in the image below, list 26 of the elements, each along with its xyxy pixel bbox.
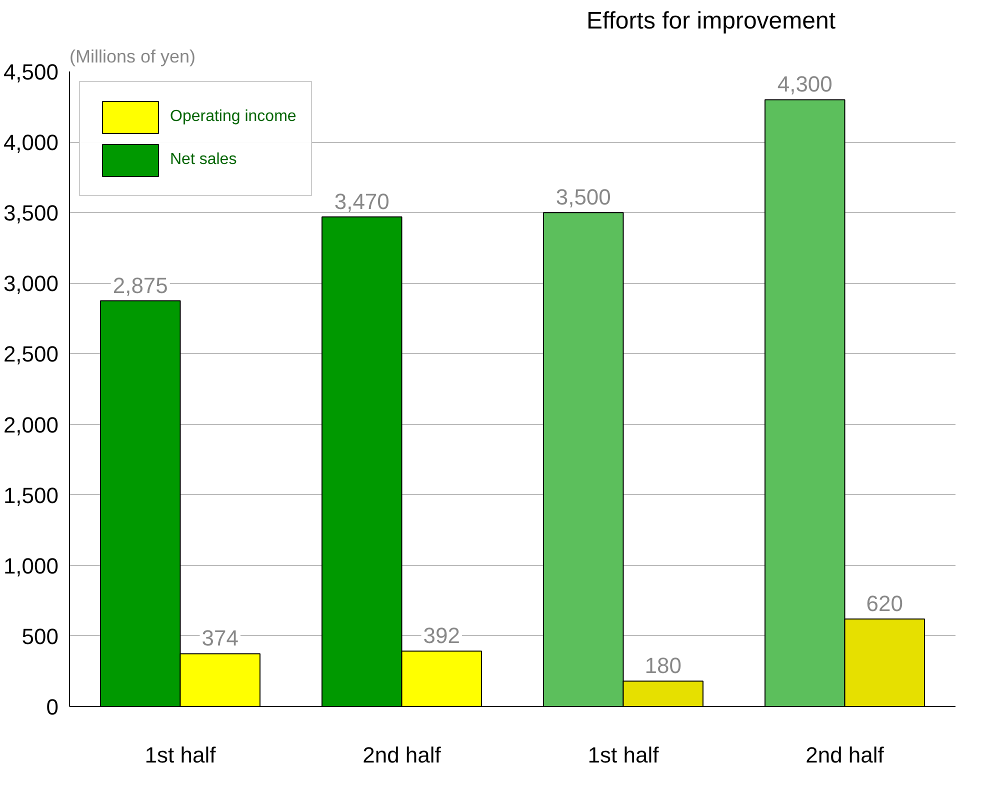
y-tick-label: 2,500: [3, 342, 59, 367]
y-tick-label: 500: [22, 624, 59, 649]
data-label: 374: [202, 626, 238, 651]
x-tick-label: 1st half: [144, 742, 217, 768]
legend-label: Net sales: [170, 151, 237, 169]
y-tick-label: 4,000: [3, 130, 59, 156]
data-label: 620: [866, 591, 903, 616]
x-tick-label: 2nd half: [806, 742, 885, 768]
y-tick-label: 2,000: [3, 412, 59, 438]
y-tick-label: 3,000: [3, 271, 59, 296]
y-tick-label: 1,000: [3, 553, 59, 578]
y-tick-label: 1,500: [3, 482, 59, 508]
y-tick-label: 4,500: [3, 60, 59, 84]
data-label: 180: [644, 653, 682, 678]
legend-label: Operating income: [170, 108, 296, 126]
y-tick-label: 3,500: [3, 200, 59, 226]
data-label: 3,470: [334, 188, 390, 214]
x-tick-label: 2nd half: [362, 742, 442, 768]
data-label: 2,875: [112, 272, 168, 298]
x-tick-label: 1st half: [588, 742, 660, 768]
data-label: 3,500: [556, 184, 611, 210]
data-label: 4,300: [777, 72, 832, 97]
y-tick-label: 0: [46, 694, 59, 720]
y-axis-title: (Millions of yen): [70, 46, 196, 66]
text: Efforts for improvement: [586, 8, 836, 34]
data-label: 392: [423, 623, 460, 648]
